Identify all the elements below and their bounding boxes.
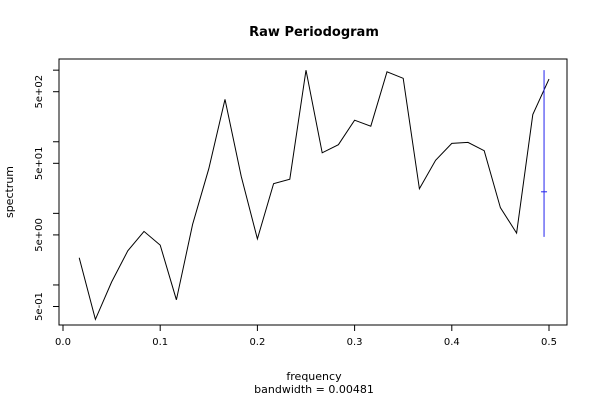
spectrum-series-line	[78, 70, 550, 321]
y-tick-label: 5e-01	[34, 292, 45, 321]
y-tick-label: 5e+00	[34, 218, 45, 252]
y-tick-label: 5e+02	[34, 75, 45, 109]
x-tick-label: 0.1	[152, 337, 168, 348]
x-tick-label: 0.0	[55, 337, 71, 348]
y-axis-label: spectrum	[3, 166, 16, 218]
x-axis-label: frequency	[286, 370, 342, 383]
x-tick-label: 0.2	[249, 337, 265, 348]
plot-frame	[58, 58, 568, 326]
x-tick-label: 0.5	[541, 337, 557, 348]
chart-title: Raw Periodogram	[249, 25, 379, 40]
confidence-interval-bar	[541, 70, 548, 237]
x-tick-label: 0.3	[347, 337, 363, 348]
y-axis: 5e-01 5e+00 5e+01 5e+02	[34, 69, 59, 321]
y-tick-label: 5e+01	[34, 146, 45, 180]
x-tick-label: 0.4	[444, 337, 460, 348]
x-axis: 0.0 0.1 0.2 0.3 0.4 0.5	[55, 325, 557, 348]
bandwidth-label: bandwidth = 0.00481	[254, 383, 374, 396]
